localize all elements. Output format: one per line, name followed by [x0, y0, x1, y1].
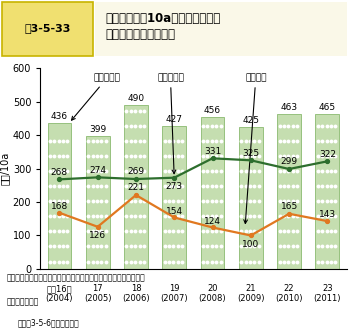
- Text: (2007): (2007): [160, 294, 188, 303]
- Bar: [201, 117, 224, 269]
- Text: 21: 21: [246, 284, 256, 293]
- Text: 154: 154: [166, 207, 183, 216]
- Text: (2011): (2011): [314, 294, 341, 303]
- Text: 399: 399: [89, 125, 106, 134]
- Text: (2004): (2004): [46, 294, 73, 303]
- Bar: [315, 114, 339, 269]
- Text: 18: 18: [131, 284, 141, 293]
- Text: 19: 19: [169, 284, 180, 293]
- Y-axis label: 千円/10a: 千円/10a: [0, 152, 10, 185]
- Text: 325: 325: [242, 149, 259, 158]
- Text: 425: 425: [242, 116, 259, 125]
- Text: (2006): (2006): [122, 294, 150, 303]
- Text: 100: 100: [242, 240, 259, 249]
- Text: 17: 17: [92, 284, 103, 293]
- Text: (2008): (2008): [199, 294, 226, 303]
- Text: 農業所得: 農業所得: [244, 73, 267, 223]
- Text: 436: 436: [51, 112, 68, 121]
- Text: 165: 165: [280, 202, 298, 211]
- Text: 221: 221: [127, 183, 145, 192]
- Bar: [162, 126, 186, 269]
- Text: 23: 23: [322, 284, 332, 293]
- Text: 322: 322: [319, 150, 336, 159]
- Text: 463: 463: [280, 103, 298, 112]
- Text: 資料：農林水産省「農業経営統計調査　営農類型別経営統計（個別: 資料：農林水産省「農業経営統計調査 営農類型別経営統計（個別: [7, 274, 146, 283]
- Bar: [124, 105, 148, 269]
- Text: 農業粗収益: 農業粗収益: [71, 73, 121, 120]
- Text: 456: 456: [204, 106, 221, 115]
- Text: 269: 269: [127, 167, 145, 176]
- Text: 20: 20: [207, 284, 218, 293]
- Text: 490: 490: [127, 94, 145, 103]
- Bar: [239, 127, 262, 269]
- Bar: [2, 2, 93, 56]
- Text: 331: 331: [204, 147, 221, 156]
- Text: (2010): (2010): [275, 294, 303, 303]
- Text: 273: 273: [166, 182, 183, 191]
- Text: (2009): (2009): [237, 294, 265, 303]
- Text: 図3-5-33: 図3-5-33: [24, 23, 70, 33]
- Text: 平成16年: 平成16年: [47, 284, 72, 293]
- Bar: [48, 123, 71, 269]
- Text: 22: 22: [284, 284, 294, 293]
- Text: みかん部門の10a当たり農業粗収
益及び農業所得の推移: みかん部門の10a当たり農業粗収 益及び農業所得の推移: [105, 12, 220, 41]
- Text: 農業経営費: 農業経営費: [157, 73, 184, 174]
- Text: 126: 126: [89, 231, 106, 240]
- Text: 268: 268: [51, 168, 68, 177]
- Bar: [277, 114, 301, 269]
- Text: 124: 124: [204, 217, 221, 226]
- Text: 427: 427: [166, 115, 183, 124]
- Text: 299: 299: [280, 157, 298, 166]
- Text: 143: 143: [319, 210, 336, 219]
- Bar: [94, 2, 346, 56]
- Text: 注：図3-5-6の注釈参照。: 注：図3-5-6の注釈参照。: [18, 319, 79, 328]
- Text: 168: 168: [51, 202, 68, 211]
- Bar: [86, 136, 110, 269]
- Text: 465: 465: [319, 103, 336, 112]
- Text: 274: 274: [89, 166, 106, 175]
- Text: (2005): (2005): [84, 294, 111, 303]
- Text: 経営）」: 経営）」: [7, 297, 39, 306]
